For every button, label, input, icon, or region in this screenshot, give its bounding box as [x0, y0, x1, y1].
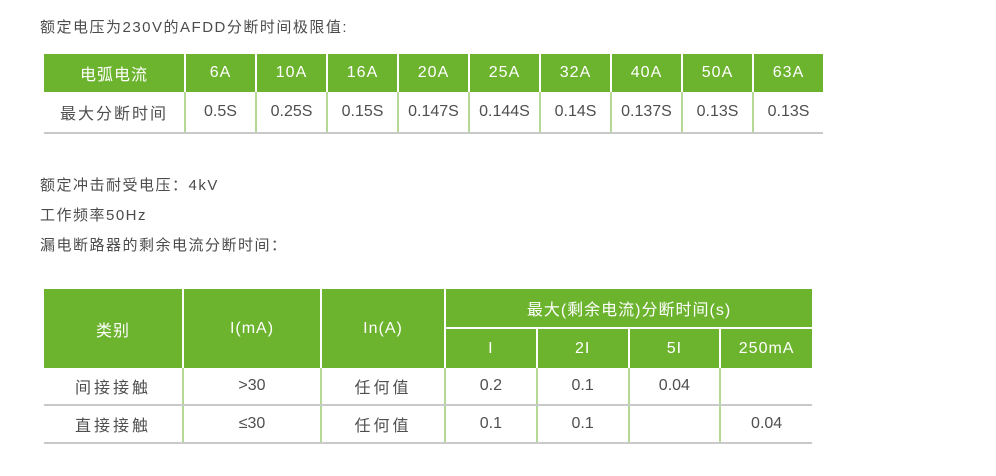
- afdd-header-cell: 6A: [184, 54, 256, 92]
- residual-time-cell: 0.1: [535, 368, 629, 406]
- afdd-breaking-time-table: 电弧电流 6A 10A 16A 20A 25A 32A 40A 50A 63A …: [44, 54, 823, 134]
- residual-time-cell: 0.1: [444, 405, 537, 444]
- residual-category-cell: 直接接触: [44, 405, 183, 444]
- residual-time-cell: [719, 368, 812, 406]
- residual-time-cell: [627, 405, 721, 444]
- page-title: 额定电压为230V的AFDD分断时间极限值:: [40, 19, 349, 36]
- afdd-value-cell: 0.137S: [610, 92, 682, 134]
- residual-i-ma-cell: ≤30: [182, 405, 321, 444]
- residual-in-a-cell: 任何值: [320, 368, 445, 406]
- residual-header-row-top: 类别 I(mA) In(A) 最大(剩余电流)分断时间(s): [44, 289, 812, 368]
- spec-residual-intro: 漏电断路器的剩余电流分断时间：: [40, 237, 288, 254]
- afdd-value-cell: 0.25S: [255, 92, 327, 134]
- residual-time-cell: 0.04: [627, 368, 721, 406]
- residual-subheader-cell: 250mA: [719, 328, 812, 368]
- afdd-value-cell: 0.13S: [681, 92, 753, 134]
- afdd-row-label: 最大分断时间: [44, 92, 185, 134]
- afdd-header-cell: 63A: [752, 54, 823, 92]
- residual-time-cell: 0.04: [719, 405, 812, 444]
- afdd-header-arc-current: 电弧电流: [44, 54, 185, 92]
- afdd-header-row: 电弧电流 6A 10A 16A 20A 25A 32A 40A 50A 63A: [44, 54, 823, 92]
- residual-current-table: 类别 I(mA) In(A) 最大(剩余电流)分断时间(s) I 2I 5I 2…: [44, 289, 812, 444]
- afdd-header-cell: 16A: [326, 54, 398, 92]
- afdd-value-cell: 0.147S: [397, 92, 469, 134]
- afdd-header-cell: 32A: [539, 54, 611, 92]
- afdd-header-cell: 25A: [468, 54, 540, 92]
- afdd-value-cell: 0.15S: [326, 92, 398, 134]
- residual-header-i-ma: I(mA): [182, 289, 321, 368]
- residual-time-cell: 0.1: [535, 405, 629, 444]
- residual-i-ma-cell: >30: [182, 368, 321, 406]
- residual-header-category: 类别: [44, 289, 183, 368]
- afdd-header-cell: 50A: [681, 54, 753, 92]
- afdd-data-row: 最大分断时间 0.5S 0.25S 0.15S 0.147S 0.144S 0.…: [44, 92, 823, 134]
- spec-impulse-voltage: 额定冲击耐受电压：4kV: [40, 177, 219, 194]
- residual-category-cell: 间接接触: [44, 368, 183, 406]
- residual-header-group: 最大(剩余电流)分断时间(s): [444, 289, 812, 329]
- afdd-header-cell: 40A: [610, 54, 682, 92]
- afdd-value-cell: 0.144S: [468, 92, 540, 134]
- residual-time-cell: 0.2: [444, 368, 537, 406]
- residual-in-a-cell: 任何值: [320, 405, 445, 444]
- residual-data-row: 直接接触 ≤30 任何值 0.1 0.1 0.04: [44, 405, 812, 444]
- residual-subheader-cell: I: [444, 328, 537, 368]
- residual-subheader-cell: 2I: [535, 328, 629, 368]
- afdd-value-cell: 0.5S: [184, 92, 256, 134]
- afdd-header-cell: 10A: [255, 54, 327, 92]
- afdd-value-cell: 0.14S: [539, 92, 611, 134]
- afdd-value-cell: 0.13S: [752, 92, 823, 134]
- spec-frequency: 工作频率50Hz: [40, 207, 148, 224]
- residual-header-in-a: In(A): [320, 289, 445, 368]
- afdd-header-cell: 20A: [397, 54, 469, 92]
- residual-data-row: 间接接触 >30 任何值 0.2 0.1 0.04: [44, 368, 812, 406]
- residual-header-row-sub: I 2I 5I 250mA: [44, 328, 812, 368]
- residual-subheader-cell: 5I: [627, 328, 721, 368]
